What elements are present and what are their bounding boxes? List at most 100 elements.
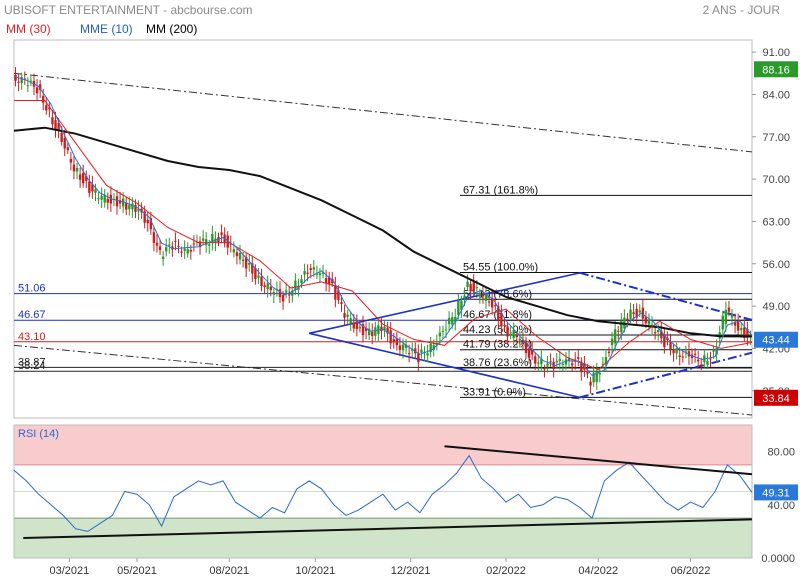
mm200-line bbox=[13, 126, 752, 338]
price-candle bbox=[180, 251, 183, 253]
price-candle bbox=[497, 306, 500, 321]
price-candle bbox=[106, 198, 109, 203]
price-candle bbox=[201, 238, 205, 241]
rsi-support-trendline bbox=[23, 518, 753, 540]
price-candle bbox=[294, 280, 297, 290]
rsi-frame bbox=[13, 424, 753, 559]
price-candle bbox=[303, 271, 306, 275]
price-candle bbox=[613, 329, 617, 344]
price-candle bbox=[715, 347, 718, 355]
price-candle bbox=[66, 147, 70, 151]
price-candle bbox=[241, 259, 245, 261]
price-candle bbox=[527, 348, 531, 358]
price-candle bbox=[91, 184, 94, 192]
x-tick-label: 06/2022 bbox=[671, 565, 711, 577]
y-tick-label: 84.00 bbox=[762, 89, 790, 101]
price-candle bbox=[251, 263, 254, 274]
level-label: 51.06 bbox=[18, 283, 46, 295]
price-candle bbox=[490, 297, 494, 308]
price-candle bbox=[472, 282, 475, 292]
price-candle bbox=[315, 273, 319, 275]
price-candle bbox=[629, 309, 632, 319]
price-candle bbox=[94, 189, 97, 193]
price-candle bbox=[288, 294, 291, 296]
price-candle bbox=[746, 329, 749, 338]
price-candle bbox=[638, 310, 641, 313]
price-candle bbox=[447, 317, 451, 325]
price-candle bbox=[337, 290, 340, 301]
price-candle bbox=[555, 360, 558, 363]
price-candle bbox=[143, 211, 146, 223]
price-candle bbox=[165, 247, 168, 252]
price-candle bbox=[281, 295, 285, 302]
price-candle bbox=[152, 232, 156, 243]
x-tick-label: 04/2022 bbox=[578, 565, 618, 577]
price-candle bbox=[721, 315, 724, 330]
fib-label: 38.76 (23.6%) bbox=[463, 357, 532, 369]
price-candle bbox=[617, 330, 620, 332]
price-candle bbox=[736, 320, 740, 331]
price-candle bbox=[487, 301, 491, 303]
price-candle bbox=[269, 286, 272, 291]
price-candle bbox=[389, 330, 392, 344]
price-candle bbox=[632, 312, 635, 315]
price-badge bbox=[754, 61, 798, 78]
price-candle bbox=[552, 361, 555, 370]
rsi-tick-label: 40.00 bbox=[767, 500, 795, 512]
price-candle bbox=[589, 381, 592, 386]
price-candle bbox=[128, 204, 131, 210]
price-candle bbox=[72, 164, 76, 172]
price-candle bbox=[426, 353, 429, 356]
price-candle bbox=[478, 293, 482, 296]
price-candle bbox=[14, 74, 17, 81]
price-candle bbox=[244, 257, 248, 269]
price-candle bbox=[232, 249, 236, 253]
legend-mm200: MM (200) bbox=[146, 22, 197, 36]
price-candle bbox=[291, 290, 294, 296]
price-candle bbox=[192, 243, 196, 245]
price-candle bbox=[51, 117, 54, 125]
price-candle bbox=[334, 285, 337, 300]
price-candle bbox=[500, 312, 503, 327]
price-candle bbox=[155, 242, 159, 246]
mm30-line bbox=[14, 100, 753, 371]
rsi-badge-label: 49.31 bbox=[762, 487, 790, 499]
price-candle bbox=[727, 307, 731, 312]
price-candle bbox=[395, 338, 399, 346]
price-candle bbox=[475, 287, 478, 289]
price-candle bbox=[417, 352, 420, 363]
price-candle bbox=[214, 238, 217, 244]
price-candle bbox=[263, 285, 266, 288]
rsi-overbought-zone bbox=[14, 425, 752, 465]
price-candle bbox=[733, 321, 737, 326]
price-candle bbox=[168, 244, 171, 246]
price-candle bbox=[177, 245, 180, 247]
y-tick-label: 91.00 bbox=[762, 47, 790, 59]
price-candle bbox=[494, 305, 497, 307]
price-badge bbox=[754, 389, 798, 406]
price-candle bbox=[672, 350, 675, 354]
pattern-left bbox=[309, 272, 580, 399]
price-candle bbox=[564, 359, 568, 365]
price-candle bbox=[580, 361, 583, 373]
price-candle bbox=[601, 363, 605, 365]
legend-mme10: MME (10) bbox=[80, 22, 133, 36]
price-candle bbox=[272, 292, 276, 295]
price-candle bbox=[546, 363, 549, 367]
price-candle bbox=[343, 313, 346, 318]
price-candle bbox=[26, 85, 30, 87]
price-candle bbox=[309, 268, 312, 271]
price-candle bbox=[88, 181, 91, 193]
price-candle bbox=[463, 295, 466, 299]
pattern-bottom-right bbox=[579, 351, 753, 399]
price-candle bbox=[131, 203, 134, 210]
fib-label: 41.79 (38.2%) bbox=[463, 339, 532, 351]
price-candle bbox=[460, 300, 463, 311]
rsi-badge bbox=[754, 484, 798, 501]
price-candle bbox=[610, 338, 614, 346]
price-candle bbox=[226, 235, 229, 248]
x-tick-label: 08/2021 bbox=[209, 565, 249, 577]
price-candle bbox=[454, 316, 457, 323]
price-panel: 35.0042.0049.0056.0063.0070.0077.0084.00… bbox=[13, 39, 798, 419]
rsi-oversold-zone bbox=[14, 518, 752, 558]
